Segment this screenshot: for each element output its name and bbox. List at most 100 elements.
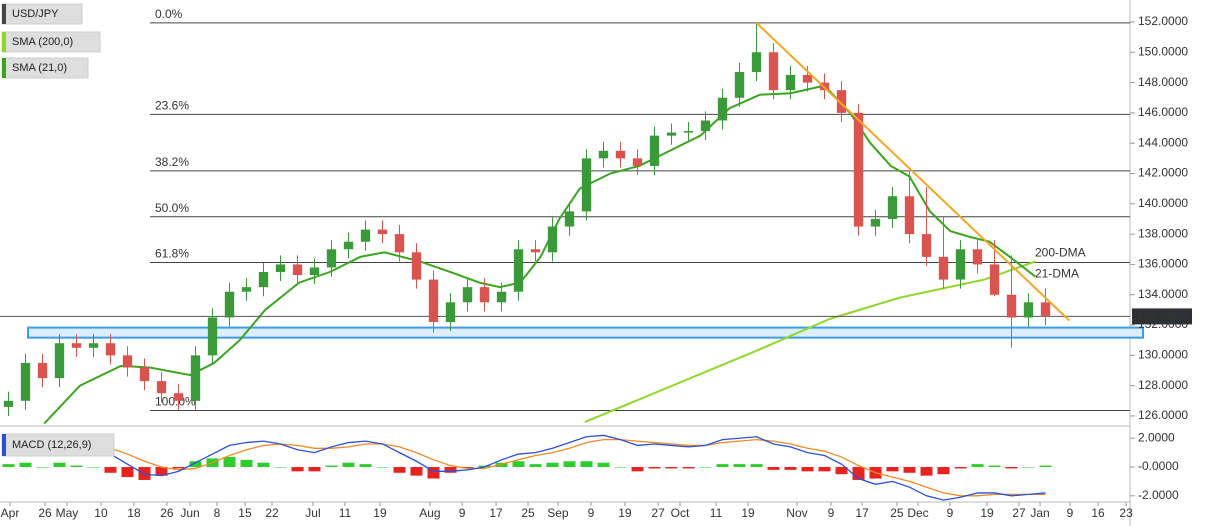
x-tick-label: Aug — [419, 506, 440, 520]
x-tick-label: 19 — [741, 506, 755, 520]
candle-body — [394, 234, 405, 253]
x-tick-label: Oct — [671, 506, 690, 520]
candle-body — [462, 287, 473, 303]
macd-histogram-bar — [954, 467, 967, 469]
candle-body — [122, 355, 133, 368]
candle-body — [3, 400, 14, 407]
macd-histogram-bar — [546, 462, 559, 468]
macd-histogram-bar — [376, 467, 389, 468]
macd-histogram-bar — [121, 467, 134, 478]
macd-histogram-bar — [563, 461, 576, 468]
y-tick-label: 148.0000 — [1138, 75, 1188, 89]
fib-label: 61.8% — [155, 247, 189, 261]
macd-histogram-bar — [2, 464, 15, 468]
macd-histogram-bar — [104, 467, 117, 473]
macd-histogram-bar — [937, 467, 950, 475]
macd-histogram-bar — [1005, 467, 1018, 469]
candle-body — [224, 291, 235, 318]
macd-line — [8, 434, 1046, 501]
macd-histogram-bar — [699, 467, 712, 468]
y-tick-label: 150.0000 — [1138, 44, 1188, 58]
candle-body — [1006, 294, 1017, 318]
y-tick-label: 126.0000 — [1138, 408, 1188, 422]
candle-body — [768, 52, 779, 91]
candle-body — [666, 132, 677, 136]
x-tick-label: 10 — [94, 506, 108, 520]
candle-body — [54, 343, 65, 379]
macd-histogram-bar — [665, 467, 678, 469]
macd-histogram-bar — [631, 467, 644, 472]
macd-histogram-bar — [291, 467, 304, 472]
support-zone — [27, 326, 1144, 339]
macd-histogram-bar — [87, 467, 100, 468]
y-tick-label: 140.0000 — [1138, 196, 1188, 210]
macd-histogram-bar — [750, 464, 763, 468]
candle-body — [853, 112, 864, 227]
y-tick-label: 144.0000 — [1138, 135, 1188, 149]
x-tick-label: 11 — [710, 506, 723, 520]
candle-body — [785, 75, 796, 91]
x-tick-label: Jun — [180, 506, 199, 520]
y-tick-label: 134.0000 — [1138, 287, 1188, 301]
macd-histogram-bar — [393, 467, 406, 473]
x-tick-label: Sep — [547, 506, 569, 520]
x-tick-label: 9 — [588, 506, 595, 520]
fib-label: 50.0% — [155, 201, 189, 215]
macd-histogram-bar — [257, 462, 270, 468]
candle-body — [479, 287, 490, 303]
x-tick-label: Jul — [305, 506, 320, 520]
candle-body — [190, 355, 201, 401]
macd-histogram-bar — [767, 467, 780, 470]
x-tick-label: 26 — [160, 506, 174, 520]
fib-label: 23.6% — [155, 99, 189, 113]
y-tick-label: 146.0000 — [1138, 105, 1188, 119]
macd-histogram-bar — [359, 464, 372, 468]
macd-histogram-bar — [495, 462, 508, 468]
x-tick-label: 9 — [459, 506, 466, 520]
x-tick-label: 17 — [855, 506, 869, 520]
x-tick-label: 11 — [339, 506, 352, 520]
x-tick-label: 9 — [828, 506, 835, 520]
macd-histogram-bar — [308, 467, 321, 472]
macd-histogram-bar — [733, 464, 746, 468]
candle-body — [887, 196, 898, 219]
candle-body — [1040, 302, 1051, 317]
macd-histogram-bar — [325, 465, 338, 468]
macd-histogram-bar — [240, 459, 253, 468]
x-tick-label: 27 — [651, 506, 665, 520]
macd-histogram-bar — [410, 467, 423, 476]
candle-body — [360, 229, 371, 242]
macd-histogram-bar — [512, 461, 525, 468]
macd-histogram-bar — [971, 464, 984, 468]
candle-body — [207, 317, 218, 356]
macd-histogram-bar — [529, 464, 542, 468]
legend-label: USD/JPY — [12, 8, 59, 20]
macd-histogram-bar — [835, 467, 848, 475]
legend-swatch — [2, 4, 6, 24]
macd-histogram-bar — [172, 467, 185, 469]
y-tick-label: 128.0000 — [1138, 378, 1188, 392]
candle-body — [955, 249, 966, 280]
candle-body — [37, 362, 48, 379]
macd-histogram-bar — [274, 467, 287, 468]
candle-body — [275, 264, 286, 273]
candle-body — [598, 150, 609, 159]
macd-histogram-bar — [886, 467, 899, 472]
macd-y-tick-label: 2.0000 — [1138, 430, 1175, 444]
x-tick-label: 27 — [1012, 506, 1026, 520]
x-tick-label: 19 — [980, 506, 994, 520]
x-tick-label: 26 — [38, 506, 52, 520]
candle-body — [802, 75, 813, 83]
candle-body — [411, 252, 422, 280]
macd-histogram-bar — [818, 467, 831, 472]
candle-body — [309, 267, 320, 276]
macd-legend-label: MACD (12,26,9) — [12, 439, 91, 451]
candle-body — [649, 135, 660, 166]
macd-histogram-bar — [988, 465, 1001, 468]
fib-label: 0.0% — [155, 7, 183, 21]
candle-body — [530, 249, 541, 253]
legend-label: SMA (21,0) — [12, 62, 67, 74]
x-tick-label: 9 — [1067, 506, 1074, 520]
candle-body — [734, 71, 745, 98]
